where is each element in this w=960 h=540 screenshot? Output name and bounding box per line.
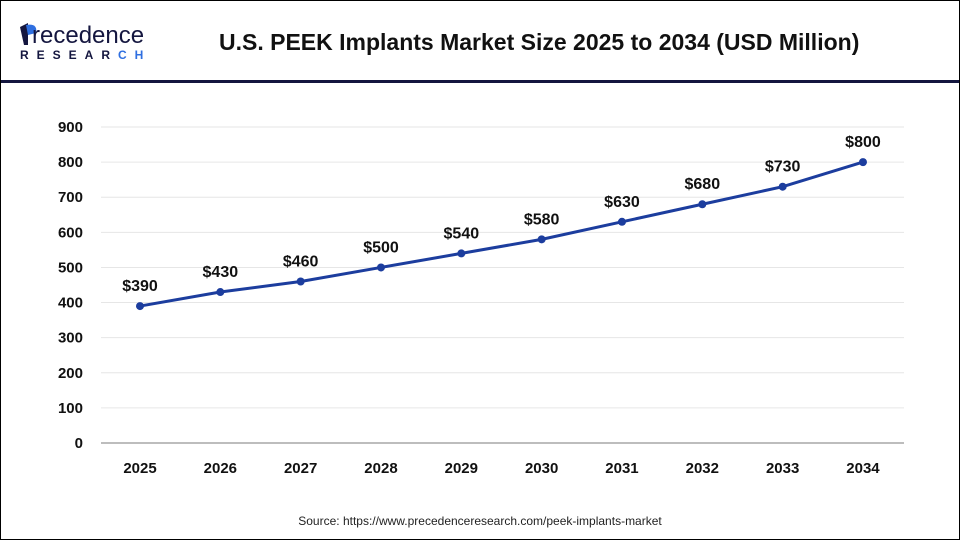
data-label: $430 (203, 264, 239, 281)
x-tick-label: 2031 (605, 460, 638, 477)
y-tick-label: 400 (58, 295, 83, 312)
y-tick-label: 800 (58, 154, 83, 171)
data-label: $540 (444, 225, 480, 242)
y-tick-label: 0 (75, 435, 83, 452)
data-point (698, 200, 707, 209)
data-label: $500 (363, 239, 399, 256)
data-label: $730 (765, 159, 801, 176)
source-text: Source: https://www.precedenceresearch.c… (298, 514, 662, 528)
precedence-research-logo: recedence RESEARCH (20, 22, 151, 62)
x-tick-label: 2030 (525, 460, 558, 477)
y-tick-label: 900 (58, 119, 83, 136)
data-label: $680 (685, 176, 721, 193)
x-tick-label: 2028 (364, 460, 397, 477)
data-point (216, 288, 225, 297)
data-point (136, 302, 144, 311)
data-label: $460 (283, 253, 319, 270)
y-tick-label: 200 (58, 365, 83, 382)
header: recedence RESEARCH U.S. PEEK Implants Ma… (1, 1, 959, 83)
y-tick-label: 500 (58, 259, 83, 276)
x-tick-label: 2032 (686, 460, 719, 477)
x-tick-label: 2026 (204, 460, 237, 477)
series-line (139, 160, 864, 308)
x-tick-label: 2033 (766, 460, 799, 477)
y-tick-label: 600 (58, 224, 83, 241)
x-tick-label: 2029 (445, 460, 478, 477)
data-point (296, 277, 305, 286)
chart-title: U.S. PEEK Implants Market Size 2025 to 2… (219, 29, 860, 55)
x-tick-label: 2025 (123, 460, 156, 477)
data-point (376, 263, 385, 272)
y-tick-label: 300 (58, 330, 83, 347)
data-label: $630 (604, 194, 640, 211)
svg-text:recedence: recedence (32, 22, 144, 49)
y-tick-label: 700 (58, 189, 83, 206)
data-label: $580 (524, 211, 560, 228)
data-point (537, 235, 546, 244)
x-tick-label: 2027 (284, 460, 317, 477)
data-point (617, 217, 626, 226)
svg-text:RESEARCH: RESEARCH (20, 48, 151, 62)
data-label: $390 (122, 278, 158, 295)
data-point (457, 249, 466, 258)
x-tick-label: 2034 (846, 460, 880, 477)
data-label: $800 (845, 134, 881, 151)
y-tick-label: 100 (58, 400, 83, 417)
data-point (778, 182, 787, 191)
data-point (858, 158, 867, 167)
